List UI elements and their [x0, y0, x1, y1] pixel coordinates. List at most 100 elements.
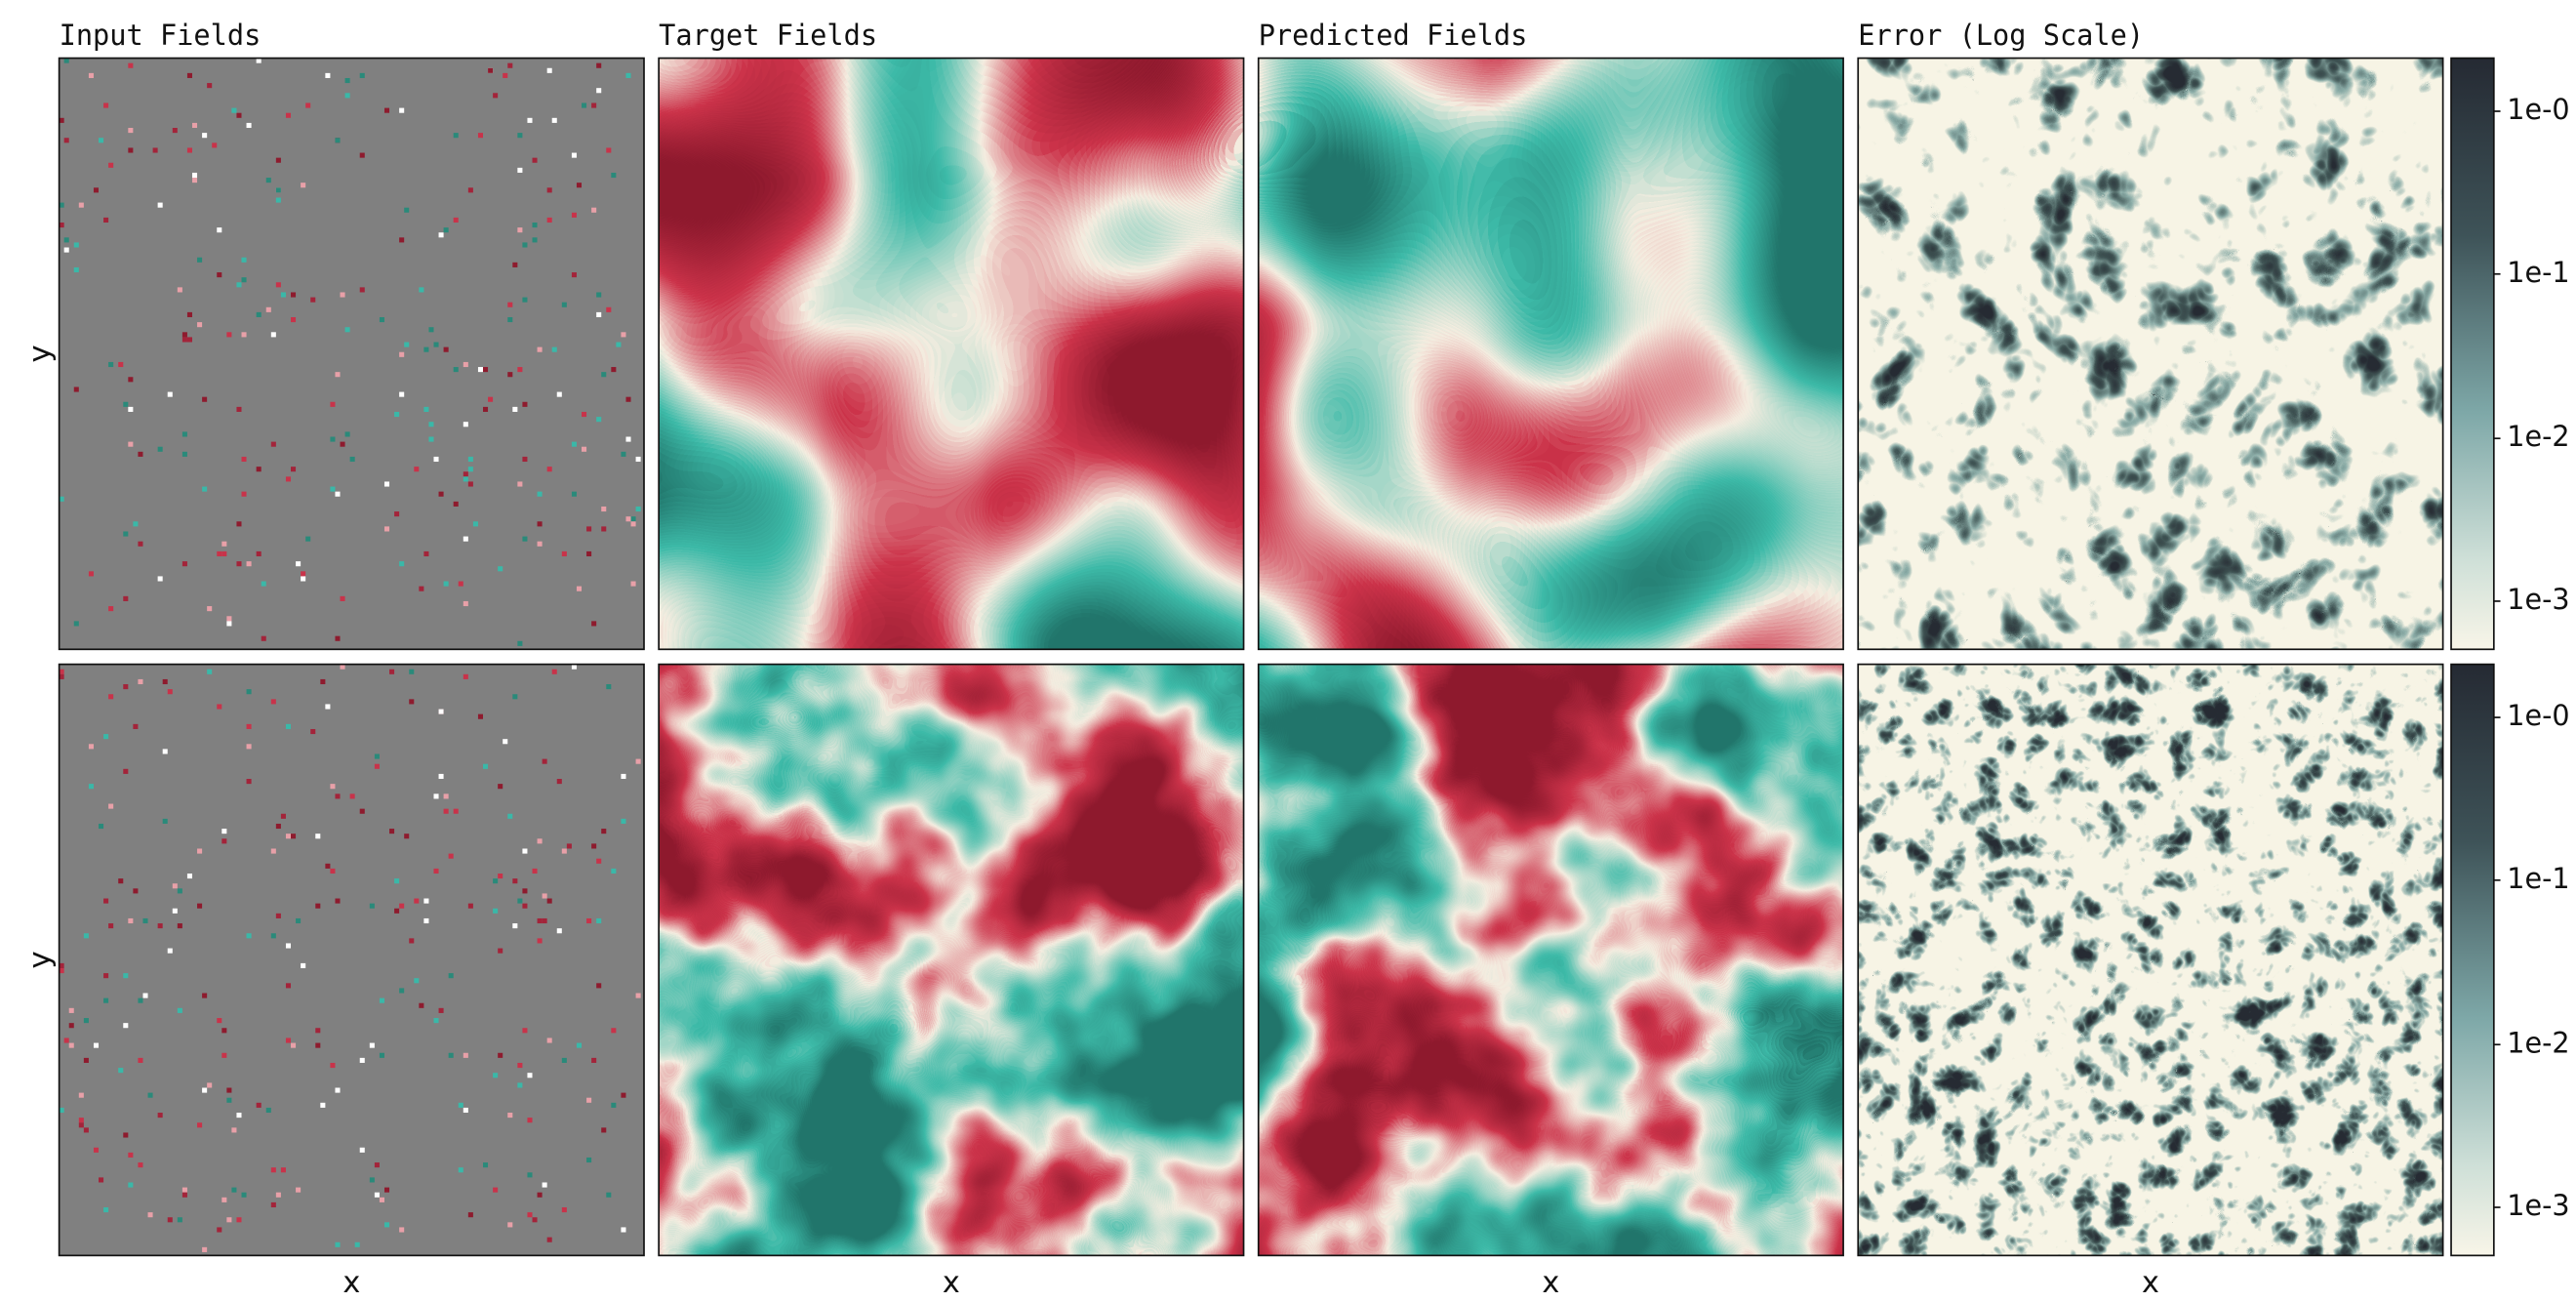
- sample-pixel: [399, 351, 405, 357]
- sample-pixel: [467, 467, 473, 472]
- sample-pixel: [202, 486, 208, 492]
- sample-pixel: [488, 67, 494, 73]
- sample-pixel: [428, 327, 434, 333]
- predicted-field: [1258, 664, 1844, 1256]
- sample-pixel: [236, 112, 242, 118]
- sample-pixel: [256, 1102, 262, 1108]
- sample-pixel: [330, 401, 336, 407]
- sample-pixel: [467, 456, 473, 463]
- sample-pixel: [522, 401, 528, 407]
- sample-pixel: [507, 316, 513, 323]
- sample-pixel: [246, 933, 252, 939]
- sample-pixel: [181, 1192, 187, 1198]
- predicted-field: [1258, 58, 1844, 650]
- sample-pixel: [167, 391, 173, 397]
- sample-pixel: [63, 58, 69, 63]
- sample-pixel: [221, 838, 227, 844]
- sample-pixel: [404, 342, 410, 347]
- sample-pixel: [399, 237, 405, 243]
- sample-pixel: [236, 1113, 242, 1119]
- sample-pixel: [181, 431, 187, 437]
- sample-pixel: [103, 1207, 109, 1213]
- sample-pixel: [123, 684, 129, 690]
- sample-pixel: [488, 396, 494, 402]
- colorbar-tick-label: 1e-2: [2507, 420, 2569, 453]
- sample-pixel: [399, 107, 405, 113]
- sample-pixel: [359, 1057, 365, 1063]
- sample-pixel: [537, 521, 543, 527]
- sample-pixel: [99, 823, 104, 830]
- sample-pixel: [601, 506, 607, 512]
- sample-pixel: [285, 834, 292, 839]
- sample-pixel: [335, 793, 341, 799]
- sample-pixel: [181, 332, 187, 338]
- sample-pixel: [571, 272, 577, 278]
- sample-pixel: [202, 1087, 208, 1093]
- sample-pixel: [409, 669, 415, 674]
- sample-pixel: [236, 521, 242, 527]
- sample-pixel: [335, 1087, 341, 1093]
- sample-pixel: [438, 232, 444, 238]
- sample-pixel: [443, 227, 449, 233]
- sample-pixel: [285, 983, 292, 989]
- sample-pixel: [340, 664, 345, 670]
- colorbar-tick-label: 1e-3: [2507, 1189, 2569, 1222]
- sample-pixel: [88, 744, 94, 750]
- target-field: [659, 58, 1244, 650]
- sample-pixel: [537, 938, 543, 944]
- input-field: [59, 58, 644, 650]
- sample-pixel: [99, 138, 104, 143]
- sample-pixel: [221, 829, 227, 834]
- sample-pixel: [246, 744, 252, 750]
- sample-pixel: [108, 923, 114, 929]
- sample-pixel: [354, 1241, 360, 1247]
- sample-pixel: [542, 758, 547, 764]
- sample-pixel: [108, 694, 114, 700]
- sample-pixel: [419, 1002, 424, 1008]
- sample-pixel: [561, 550, 567, 557]
- sample-pixel: [138, 541, 143, 547]
- sample-pixel: [128, 406, 134, 412]
- sample-pixel: [561, 848, 567, 854]
- sample-pixel: [369, 1042, 375, 1048]
- sample-pixel: [571, 664, 577, 670]
- sample-pixel: [463, 361, 468, 368]
- sample-pixel: [275, 187, 281, 193]
- sample-pixel: [359, 152, 365, 158]
- sample-pixel: [349, 793, 355, 799]
- sample-pixel: [566, 843, 572, 849]
- sample-pixel: [571, 212, 577, 218]
- sample-pixel: [73, 242, 79, 248]
- sample-pixel: [63, 1038, 69, 1043]
- sample-pixel: [596, 417, 602, 423]
- sample-pixel: [186, 147, 192, 153]
- sample-pixel: [138, 1162, 143, 1168]
- sample-pixel: [443, 346, 449, 352]
- sample-pixel: [335, 635, 341, 641]
- sample-pixel: [275, 1192, 281, 1198]
- sample-pixel: [404, 207, 410, 213]
- sample-pixel: [512, 923, 518, 929]
- sample-pixel: [611, 1102, 617, 1108]
- sample-pixel: [630, 516, 636, 522]
- sample-pixel: [576, 1042, 583, 1048]
- sample-pixel: [103, 734, 109, 740]
- sample-pixel: [493, 908, 499, 914]
- sample-pixel: [217, 272, 222, 278]
- sample-pixel: [236, 1217, 242, 1223]
- sample-pixel: [231, 1127, 237, 1133]
- sample-pixel: [546, 67, 552, 73]
- sample-pixel: [73, 387, 79, 392]
- sample-pixel: [546, 898, 552, 904]
- sample-pixel: [310, 728, 316, 735]
- sample-pixel: [512, 878, 518, 884]
- sample-pixel: [498, 566, 503, 572]
- sample-pixel: [177, 888, 182, 894]
- sample-pixel: [186, 874, 192, 879]
- sample-pixel: [359, 1147, 365, 1153]
- sample-pixel: [591, 207, 597, 213]
- sample-pixel: [438, 1007, 444, 1013]
- sample-pixel: [128, 377, 134, 383]
- sample-pixel: [167, 948, 173, 954]
